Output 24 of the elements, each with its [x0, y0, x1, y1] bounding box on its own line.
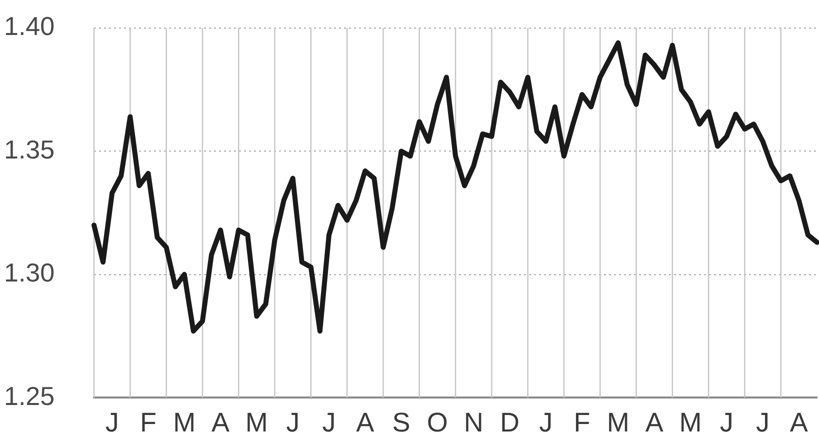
- x-tick-label: S: [392, 407, 410, 438]
- x-tick-label: N: [464, 407, 484, 438]
- x-tick-label: D: [500, 407, 520, 438]
- y-tick-label: 1.40: [4, 11, 55, 42]
- x-tick-label: J: [322, 407, 336, 438]
- x-tick-label: A: [212, 407, 230, 438]
- y-tick-label: 1.35: [4, 134, 55, 164]
- x-tick-label: J: [539, 407, 553, 438]
- x-tick-label: A: [790, 407, 808, 438]
- y-tick-label: 1.25: [4, 380, 55, 411]
- x-tick-label: O: [426, 407, 448, 438]
- x-tick-label: A: [356, 407, 374, 438]
- x-tick-label: J: [756, 407, 770, 438]
- x-tick-label: M: [606, 407, 630, 438]
- x-tick-label: F: [574, 407, 590, 438]
- x-tick-label: J: [105, 407, 119, 438]
- x-tick-label: M: [173, 407, 196, 438]
- x-tick-label: A: [645, 407, 664, 438]
- x-tick-label: J: [720, 407, 734, 438]
- x-tick-label: F: [140, 407, 156, 438]
- x-tick-label: M: [245, 407, 268, 438]
- x-tick-label: M: [679, 407, 702, 438]
- x-tick-label: J: [286, 407, 300, 438]
- y-tick-label: 1.30: [4, 258, 55, 288]
